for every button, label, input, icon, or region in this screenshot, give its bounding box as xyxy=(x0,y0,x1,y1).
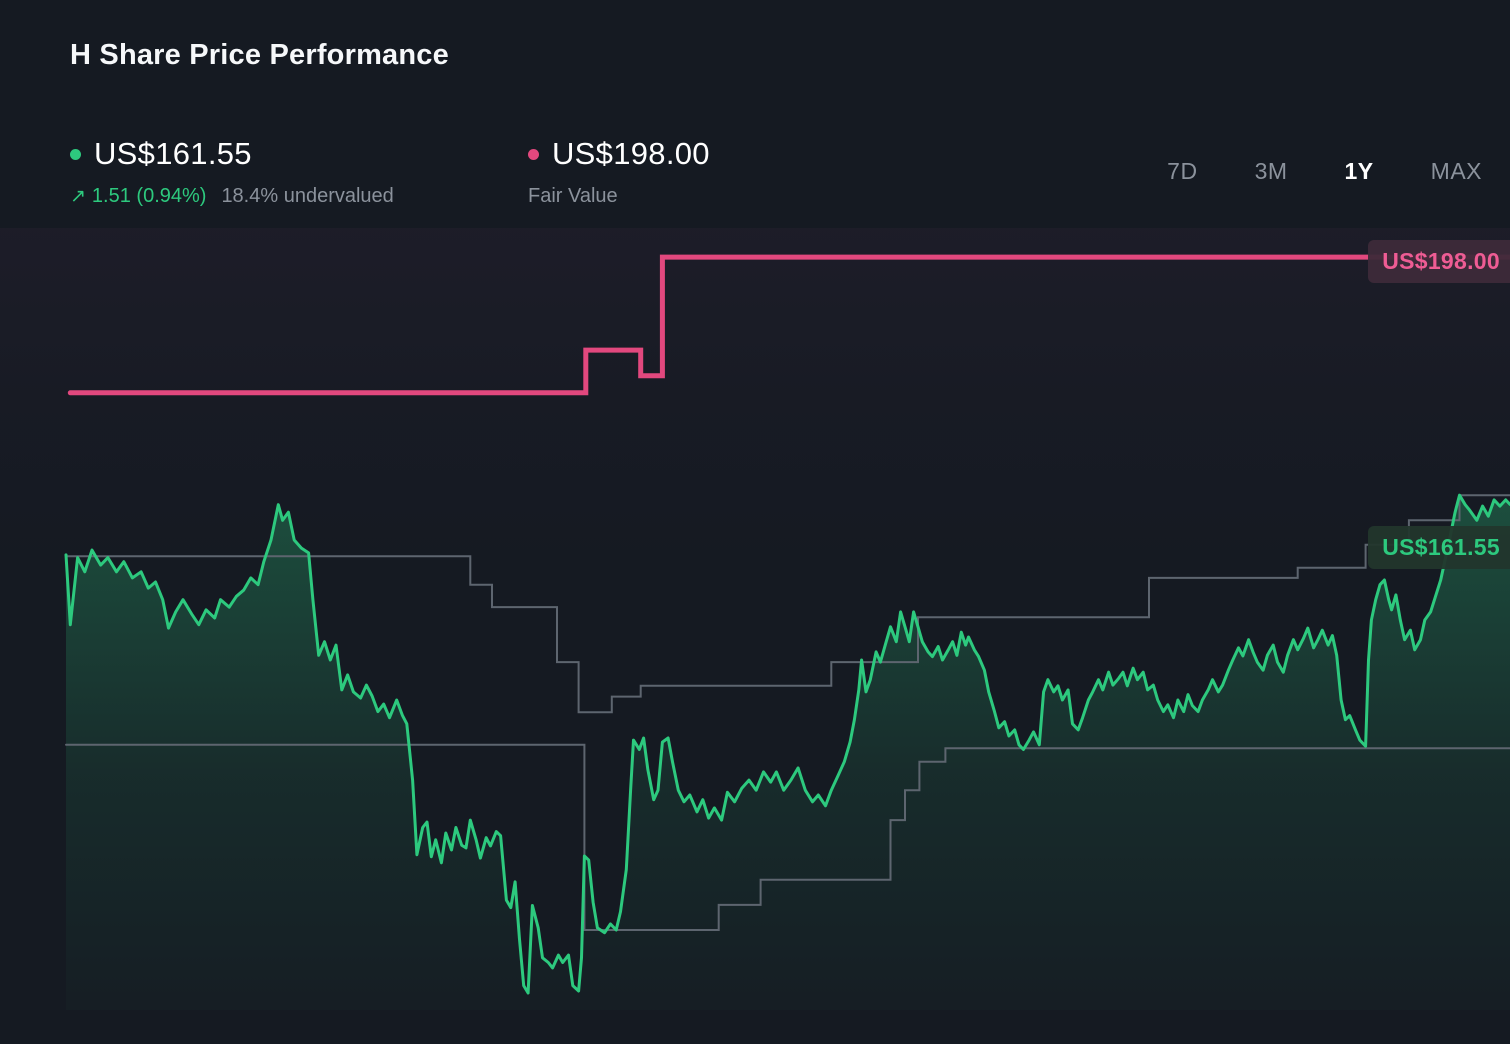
up-arrow-icon: ↗ xyxy=(70,186,86,207)
range-1y-button[interactable]: 1Y xyxy=(1344,158,1374,184)
current-price-dot-icon xyxy=(70,148,81,160)
current-price-stat: US$161.55 ↗ 1.51 (0.94%) 18.4% undervalu… xyxy=(70,136,394,208)
current-price-badge: US$161.55 xyxy=(1368,526,1510,569)
fair-value-badge: US$198.00 xyxy=(1368,240,1510,283)
price-change: ↗ 1.51 (0.94%) xyxy=(70,185,206,208)
range-max-button[interactable]: MAX xyxy=(1430,158,1482,184)
fair-value-label: Fair Value xyxy=(528,185,618,207)
range-3m-button[interactable]: 3M xyxy=(1254,158,1288,184)
fair-value-value: US$198.00 xyxy=(552,136,710,171)
price-change-value: 1.51 (0.94%) xyxy=(91,185,207,207)
current-price-value: US$161.55 xyxy=(94,136,252,171)
range-7d-button[interactable]: 7D xyxy=(1167,158,1198,184)
fair-value-stat: US$198.00 Fair Value xyxy=(528,136,710,208)
undervalued-label: 18.4% undervalued xyxy=(221,185,394,207)
page-title: H Share Price Performance xyxy=(70,39,449,71)
fair-value-dot-icon xyxy=(528,148,539,160)
time-range-selector: 7D 3M 1Y MAX xyxy=(1167,158,1482,185)
